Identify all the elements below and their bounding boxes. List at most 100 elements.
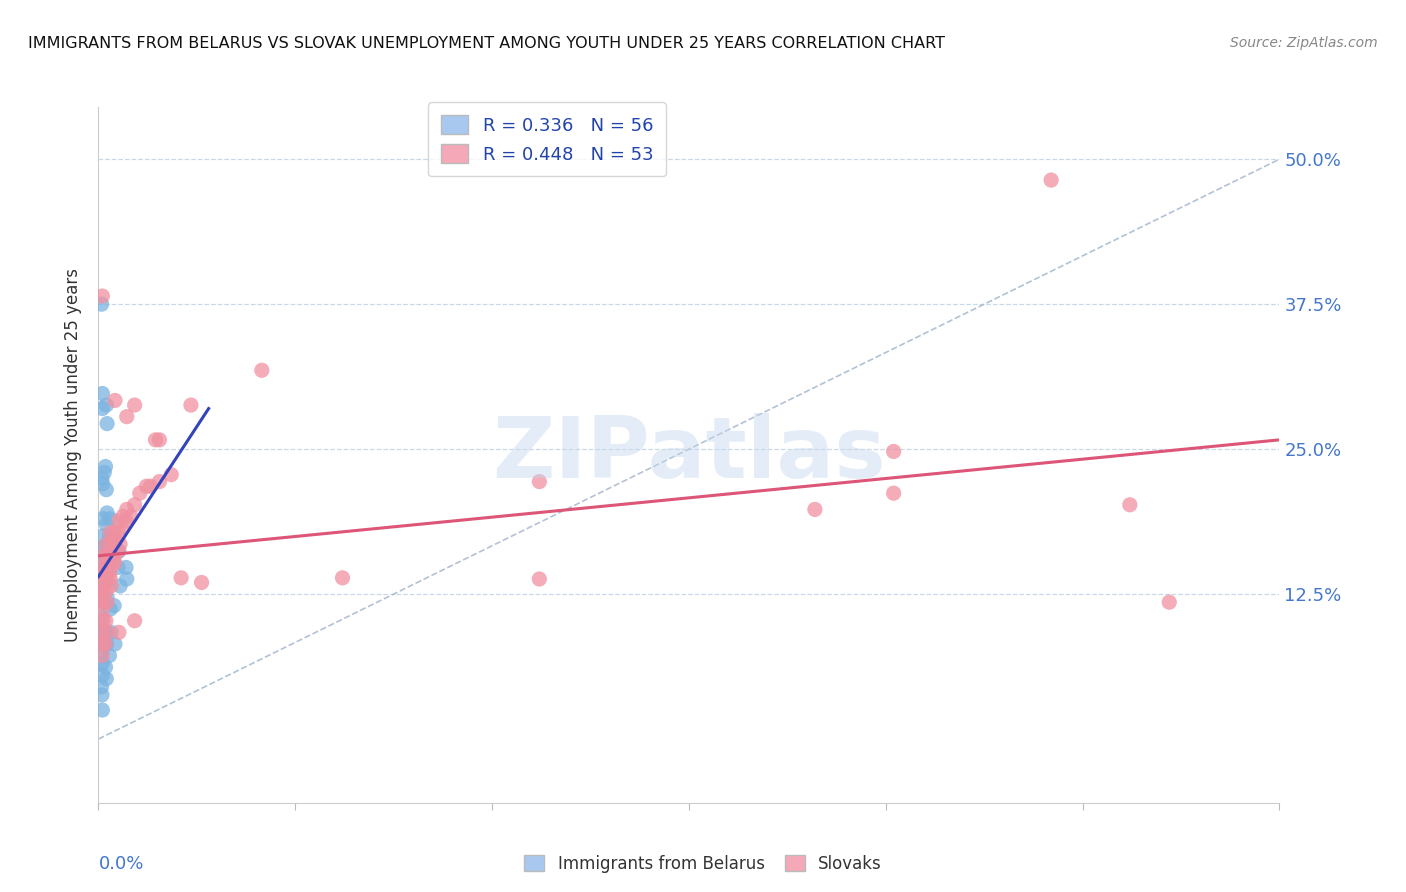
Point — [107, 544, 129, 558]
Point — [96, 537, 118, 551]
Point — [107, 525, 129, 540]
Point — [91, 570, 114, 584]
Point — [111, 509, 134, 524]
Point — [94, 660, 117, 674]
Point — [104, 637, 127, 651]
Point — [148, 433, 170, 447]
Point — [883, 444, 905, 458]
Point — [94, 572, 117, 586]
Point — [115, 502, 138, 516]
Point — [96, 575, 118, 590]
Point — [98, 602, 121, 616]
Point — [98, 511, 121, 525]
Point — [91, 541, 114, 555]
Point — [332, 571, 354, 585]
Point — [103, 599, 125, 613]
Point — [91, 552, 114, 566]
Text: IMMIGRANTS FROM BELARUS VS SLOVAK UNEMPLOYMENT AMONG YOUTH UNDER 25 YEARS CORREL: IMMIGRANTS FROM BELARUS VS SLOVAK UNEMPL… — [28, 36, 945, 51]
Point — [100, 579, 122, 593]
Point — [98, 648, 121, 663]
Point — [148, 475, 170, 489]
Point — [91, 541, 114, 555]
Point — [94, 560, 117, 574]
Point — [115, 514, 138, 528]
Point — [115, 572, 138, 586]
Point — [97, 534, 120, 549]
Point — [190, 575, 212, 590]
Point — [145, 433, 167, 447]
Point — [108, 579, 131, 593]
Point — [170, 571, 193, 585]
Point — [103, 537, 125, 551]
Point — [128, 486, 150, 500]
Point — [96, 483, 118, 497]
Point — [115, 409, 138, 424]
Point — [100, 537, 122, 551]
Point — [108, 537, 131, 551]
Point — [91, 560, 114, 574]
Point — [104, 533, 127, 547]
Point — [96, 398, 118, 412]
Point — [160, 467, 183, 482]
Point — [90, 297, 112, 311]
Point — [96, 672, 118, 686]
Text: Source: ZipAtlas.com: Source: ZipAtlas.com — [1230, 36, 1378, 50]
Point — [94, 625, 117, 640]
Point — [96, 567, 118, 582]
Point — [90, 552, 112, 566]
Point — [91, 386, 114, 401]
Point — [94, 637, 117, 651]
Point — [91, 633, 114, 648]
Point — [91, 595, 114, 609]
Point — [93, 466, 115, 480]
Point — [104, 533, 127, 547]
Point — [90, 645, 112, 659]
Point — [98, 567, 121, 582]
Point — [91, 625, 114, 640]
Point — [91, 567, 114, 582]
Point — [98, 529, 121, 543]
Point — [135, 479, 157, 493]
Point — [96, 417, 118, 431]
Text: ZIPatlas: ZIPatlas — [492, 413, 886, 497]
Point — [139, 479, 162, 493]
Point — [96, 506, 118, 520]
Point — [91, 668, 114, 682]
Point — [98, 556, 121, 570]
Point — [91, 595, 114, 609]
Point — [96, 583, 118, 598]
Point — [100, 560, 122, 574]
Point — [108, 544, 131, 558]
Point — [1119, 498, 1142, 512]
Point — [91, 622, 114, 636]
Point — [1040, 173, 1063, 187]
Legend: Immigrants from Belarus, Slovaks: Immigrants from Belarus, Slovaks — [517, 848, 889, 880]
Point — [804, 502, 827, 516]
Point — [91, 579, 114, 593]
Point — [124, 498, 146, 512]
Point — [98, 525, 121, 540]
Point — [103, 537, 125, 551]
Point — [98, 572, 121, 586]
Point — [108, 625, 131, 640]
Point — [98, 549, 121, 563]
Point — [115, 560, 138, 574]
Point — [103, 549, 125, 563]
Point — [96, 591, 118, 605]
Point — [91, 289, 114, 303]
Point — [1159, 595, 1181, 609]
Point — [91, 471, 114, 485]
Point — [108, 514, 131, 528]
Point — [529, 572, 551, 586]
Point — [90, 582, 112, 596]
Point — [124, 614, 146, 628]
Point — [94, 614, 117, 628]
Point — [90, 610, 112, 624]
Point — [96, 637, 118, 651]
Point — [91, 591, 114, 605]
Point — [91, 549, 114, 563]
Point — [91, 587, 114, 601]
Point — [91, 657, 114, 671]
Point — [107, 560, 129, 574]
Point — [104, 556, 127, 570]
